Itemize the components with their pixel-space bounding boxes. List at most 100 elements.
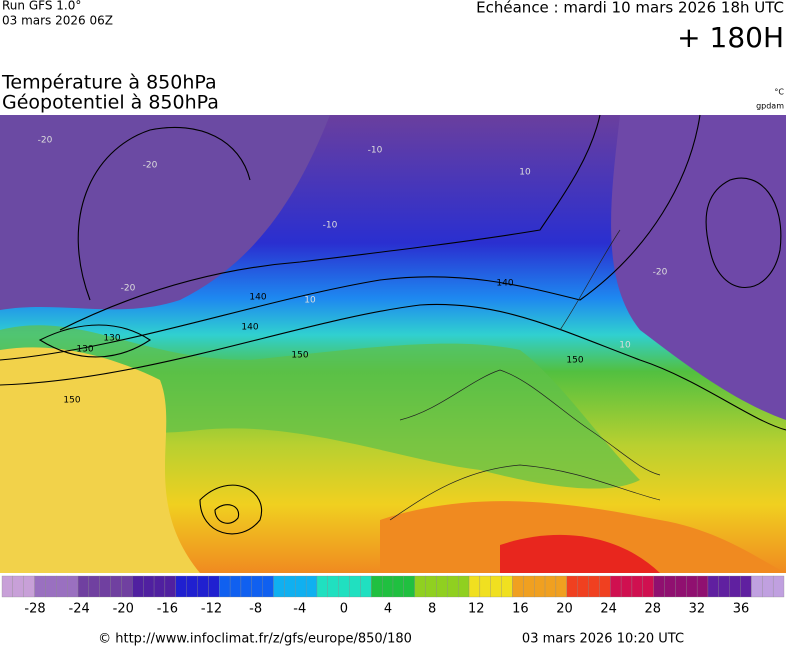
colorbar-swatch <box>56 575 68 598</box>
contour-label: 130 <box>76 345 93 355</box>
colorbar-tick-label: 20 <box>556 602 573 617</box>
colorbar-swatch <box>707 575 719 598</box>
colorbar-swatch <box>77 575 90 598</box>
title-geo: Géopotentiel à 850hPa <box>2 92 219 114</box>
colorbar-swatch <box>295 575 307 598</box>
contour-label: 150 <box>566 356 583 366</box>
colorbar-swatch <box>653 575 665 598</box>
colorbar-swatch <box>501 575 513 598</box>
colorbar: -28 -24 -20 -16 -12 -8 -4 0 4 8 12 16 20 24 28 32 36 <box>1 575 785 617</box>
colorbar-tick-label: -12 <box>201 602 222 617</box>
colorbar-swatch <box>273 575 285 598</box>
colorbar-tick-label: 28 <box>644 602 661 617</box>
colorbar-swatch <box>772 575 785 598</box>
colorbar-swatch <box>447 575 459 598</box>
contour-label: 10 <box>304 296 316 306</box>
colorbar-tick-label: 12 <box>468 602 485 617</box>
colorbar-swatch <box>23 575 35 598</box>
colorbar-swatch <box>729 575 741 598</box>
colorbar-swatch <box>642 575 654 598</box>
contour-label: 140 <box>249 293 266 303</box>
colorbar-tick-label: -8 <box>249 602 262 617</box>
colorbar-swatch <box>436 575 448 598</box>
credit: © http://www.infoclimat.fr/z/gfs/europe/… <box>98 632 412 647</box>
colorbar-swatch <box>696 575 709 598</box>
colorbar-swatch <box>392 575 405 598</box>
colorbar-swatch <box>468 575 481 598</box>
colorbar-swatch <box>305 575 318 598</box>
contour-label: 130 <box>103 334 120 344</box>
contour-label: -20 <box>653 268 668 278</box>
colorbar-tick-label: -24 <box>69 602 90 617</box>
colorbar-swatch <box>566 575 578 598</box>
colorbar-swatch <box>751 575 763 598</box>
colorbar-swatch <box>45 575 57 598</box>
colorbar-tick-label: -20 <box>113 602 134 617</box>
colorbar-tick-label: 0 <box>340 602 348 617</box>
colorbar-swatch <box>88 575 100 598</box>
colorbar-swatch <box>121 575 133 598</box>
colorbar-swatch <box>675 575 687 598</box>
colorbar-swatch <box>425 575 437 598</box>
contour-label: 140 <box>496 279 513 289</box>
colorbar-swatch <box>251 575 263 598</box>
colorbar-tick-label: 8 <box>428 602 436 617</box>
unit-geo: gpdam <box>756 102 784 111</box>
colorbar-swatch <box>544 575 557 598</box>
colorbar-tick-label: 32 <box>689 602 706 617</box>
colorbar-tick-label: -4 <box>293 602 306 617</box>
colorbar-swatch <box>110 575 122 598</box>
colorbar-swatch <box>240 575 252 598</box>
colorbar-tick-label: -28 <box>24 602 45 617</box>
colorbar-swatch <box>577 575 589 598</box>
colorbar-tick-label: 24 <box>600 602 617 617</box>
colorbar-swatch <box>588 575 600 598</box>
colorbar-swatch <box>284 575 296 598</box>
contour-label: 10 <box>519 168 531 178</box>
colorbar-swatch <box>479 575 491 598</box>
colorbar-swatch <box>762 575 774 598</box>
contour-label: -20 <box>121 284 136 294</box>
colorbar-swatch <box>490 575 502 598</box>
colorbar-swatch <box>208 575 220 598</box>
colorbar-swatch <box>12 575 24 598</box>
run-label: Run GFS 1.0° <box>2 0 81 13</box>
colorbar-swatch <box>229 575 242 598</box>
colorbar-swatch <box>686 575 698 598</box>
colorbar-swatch <box>99 575 111 598</box>
colorbar-swatch <box>534 575 546 598</box>
colorbar-tick-label: 4 <box>384 602 392 617</box>
colorbar-swatch <box>153 575 166 598</box>
colorbar-swatch <box>664 575 676 598</box>
contour-label: -20 <box>143 161 158 171</box>
colorbar-swatch <box>262 575 274 598</box>
colorbar-swatch <box>555 575 567 598</box>
colorbar-swatch <box>327 575 339 598</box>
colorbar-swatch <box>414 575 426 598</box>
contour-label: 10 <box>619 341 631 351</box>
colorbar-swatch <box>186 575 198 598</box>
colorbar-swatch <box>175 575 187 598</box>
colorbar-swatch <box>631 575 643 598</box>
colorbar-swatch <box>132 575 144 598</box>
colorbar-swatch <box>740 575 752 598</box>
colorbar-swatch <box>458 575 470 598</box>
colorbar-swatch <box>143 575 155 598</box>
lead-time: + 180H <box>677 21 784 54</box>
colorbar-swatch <box>610 575 622 598</box>
colorbar-swatch <box>349 575 361 598</box>
colorbar-swatch <box>403 575 415 598</box>
run-date: 03 mars 2026 06Z <box>2 14 113 28</box>
contour-label: 150 <box>291 351 308 361</box>
colorbar-swatch <box>381 575 394 598</box>
colorbar-tick-label: -16 <box>157 602 178 617</box>
colorbar-swatch <box>599 575 611 598</box>
colorbar-swatch <box>219 575 231 598</box>
contour-label: 150 <box>63 396 80 406</box>
colorbar-swatch <box>371 575 383 598</box>
title-temp: Température à 850hPa <box>1 72 217 94</box>
valid-time: Echéance : mardi 10 mars 2026 18h UTC <box>476 0 784 17</box>
colorbar-swatch <box>164 575 176 598</box>
colorbar-swatch <box>512 575 524 598</box>
